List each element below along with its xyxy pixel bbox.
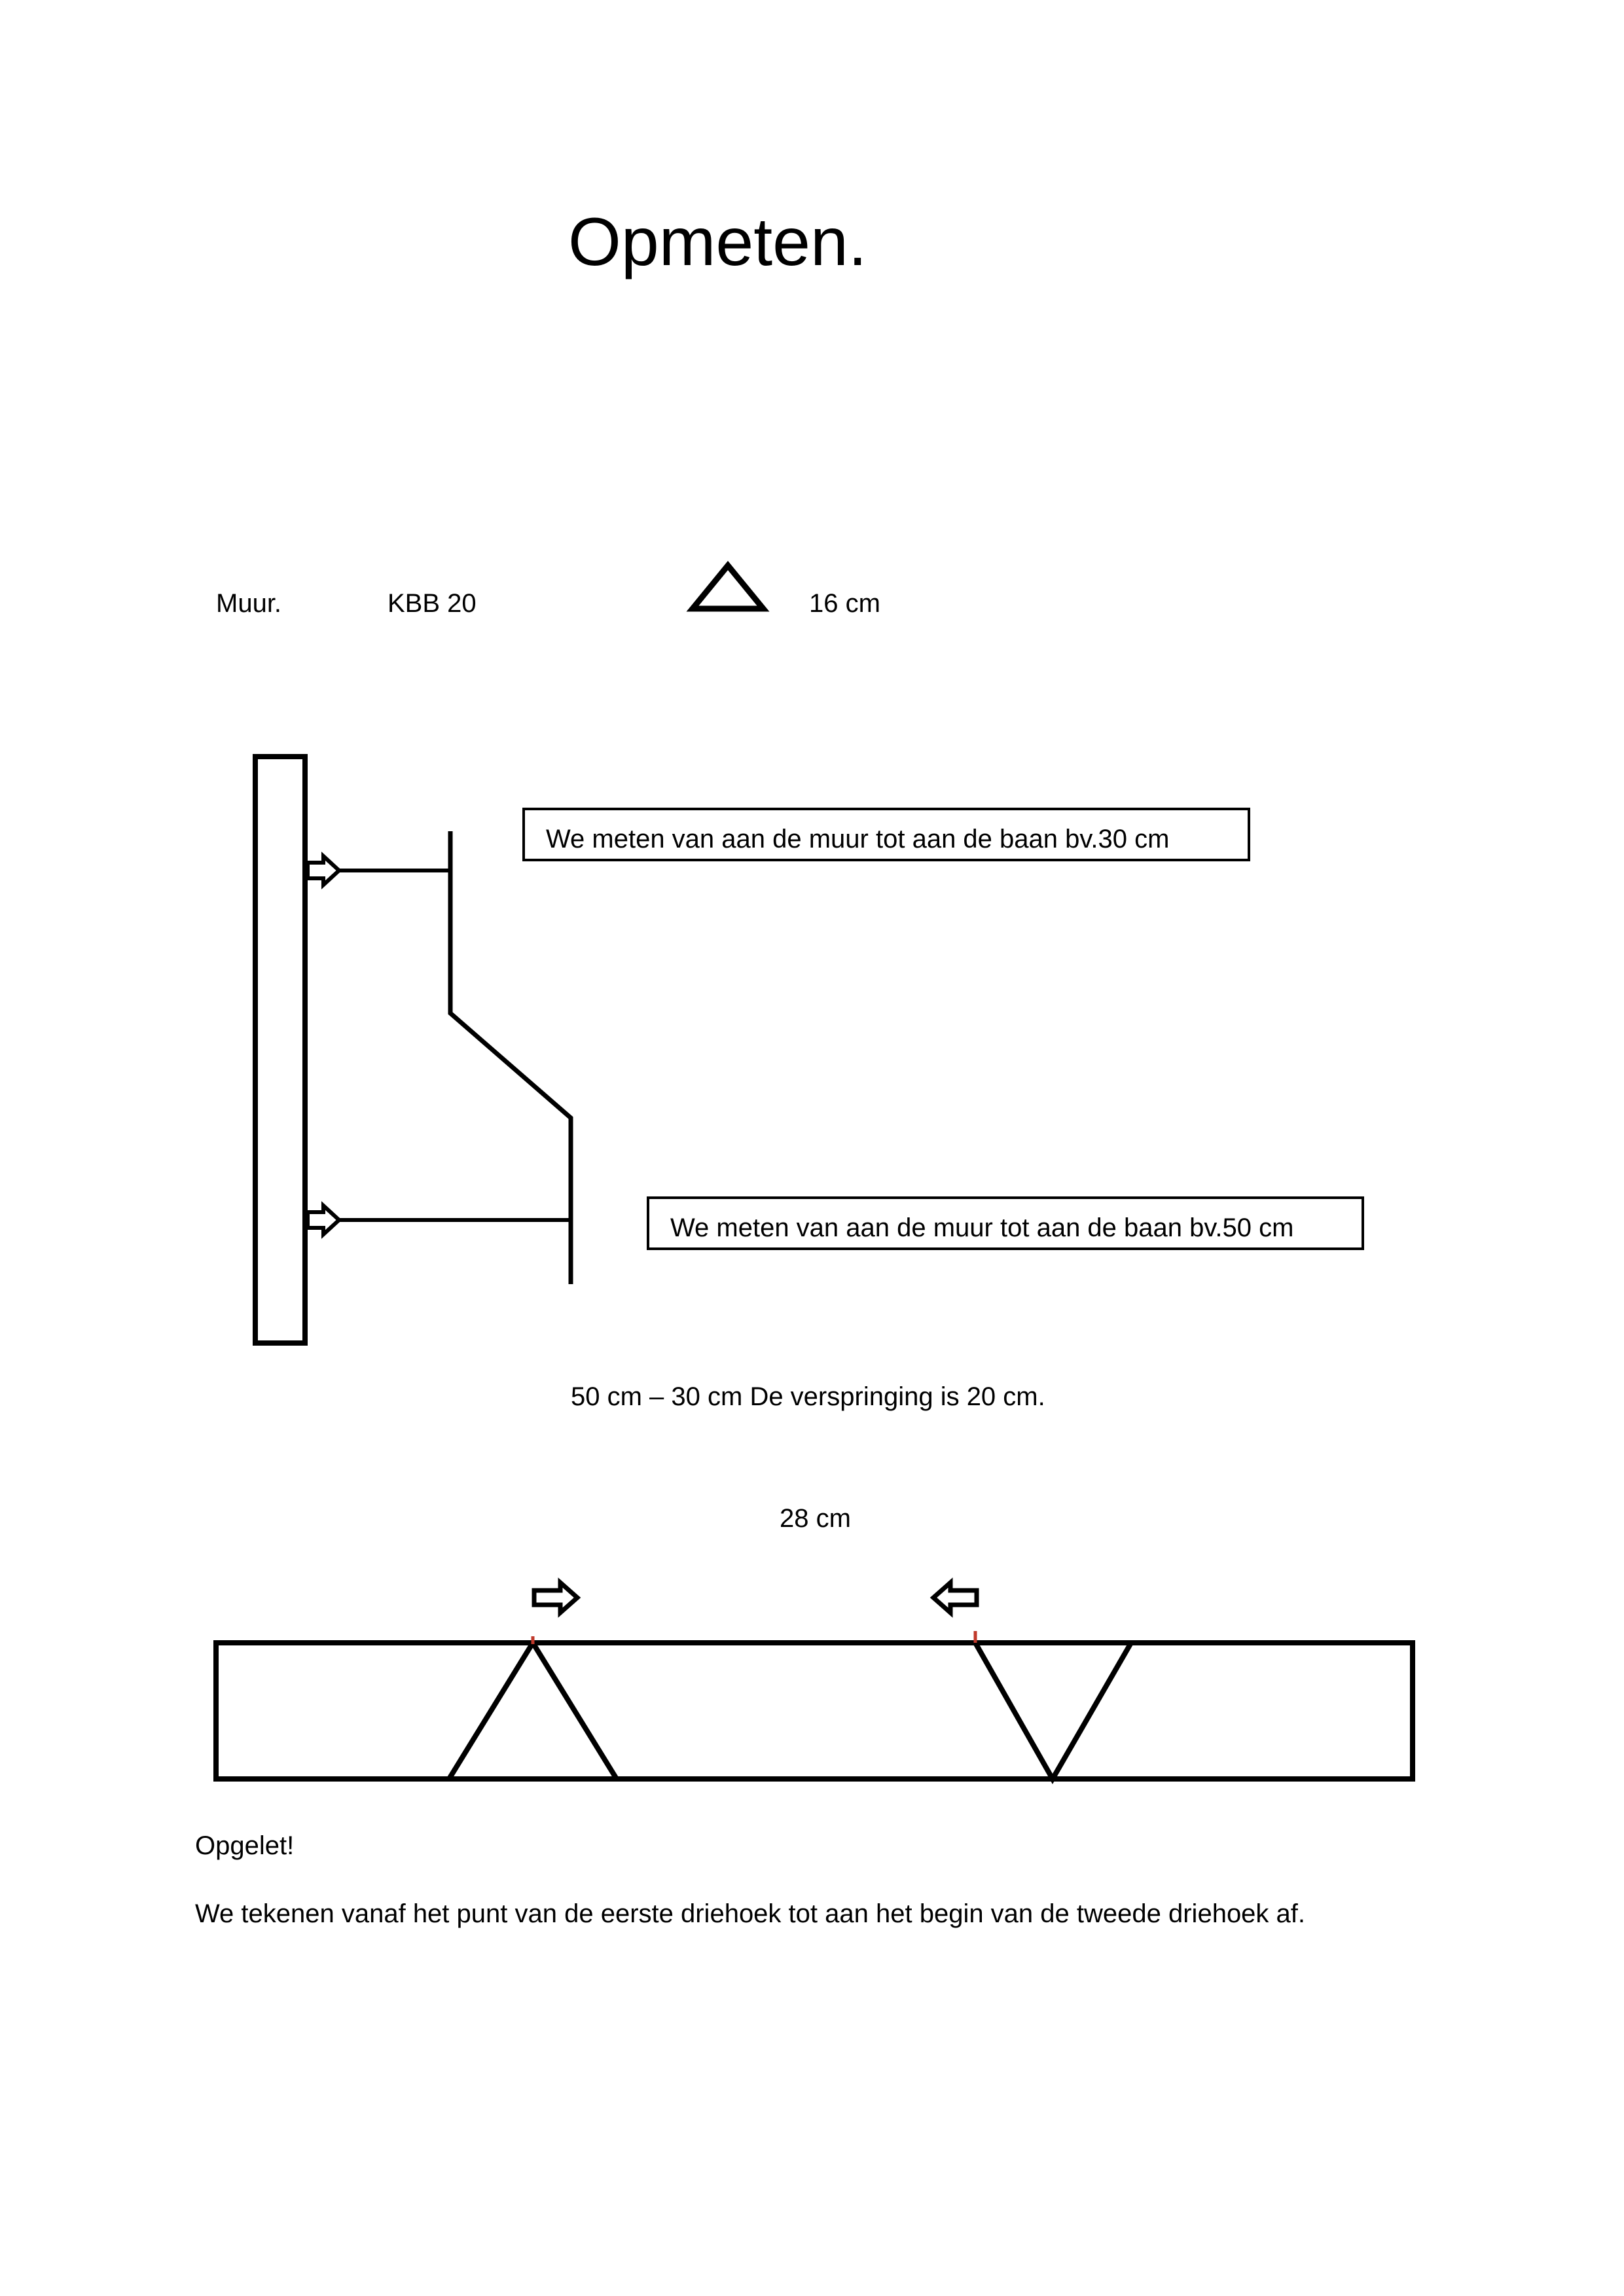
triangle-down-shape xyxy=(973,1641,1134,1785)
wall-label: Muur. xyxy=(216,589,282,618)
page-title: Opmeten. xyxy=(568,204,867,280)
arrow-left-icon xyxy=(929,1577,979,1618)
note-box-top: We meten van aan de muur tot aan de baan… xyxy=(522,808,1250,861)
warning-title: Opgelet! xyxy=(195,1831,295,1860)
warning-text: We tekenen vanaf het punt van de eerste … xyxy=(195,1899,1306,1928)
measure-label: 16 cm xyxy=(809,589,880,618)
note-top-text: We meten van aan de muur tot aan de baan… xyxy=(546,825,1170,853)
offset-calculation: 50 cm – 30 cm De verspringing is 20 cm. xyxy=(571,1382,1045,1411)
triangle-up-shape xyxy=(446,1638,619,1781)
triangle-icon xyxy=(686,560,770,612)
arrow-right-icon xyxy=(532,1577,581,1618)
arrow-right-icon xyxy=(306,852,342,889)
note-bottom-text: We meten van aan de muur tot aan de baan… xyxy=(670,1213,1294,1242)
product-label: KBB 20 xyxy=(388,589,477,618)
wall-shape xyxy=(253,754,308,1346)
distance-label: 28 cm xyxy=(780,1504,851,1533)
arrow-right-icon xyxy=(306,1201,342,1239)
track-profile xyxy=(448,831,573,1284)
note-box-bottom: We meten van aan de muur tot aan de baan… xyxy=(647,1196,1364,1250)
bar-shape xyxy=(213,1640,1415,1782)
